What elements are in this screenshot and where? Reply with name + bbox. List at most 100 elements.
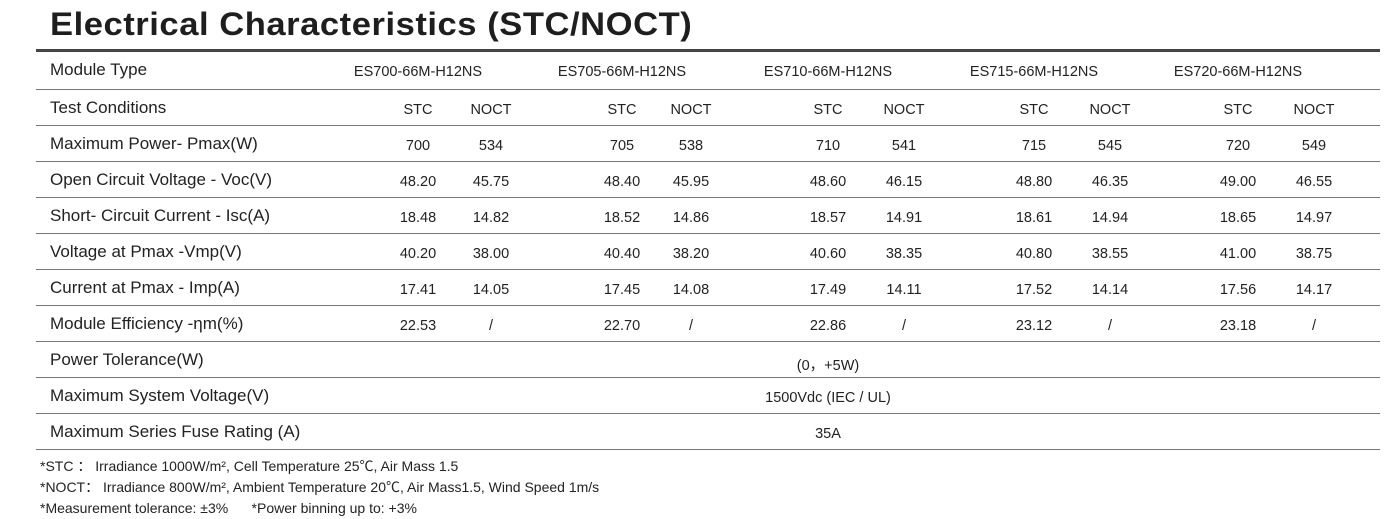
- section-title: Electrical Characteristics (STC/NOCT): [50, 6, 693, 42]
- table-row: Maximum Series Fuse Rating (A) 35A: [36, 414, 1380, 450]
- table-cell: /: [1311, 318, 1317, 334]
- table-cell: /: [1107, 318, 1113, 334]
- table-cell: NOCT: [670, 102, 712, 118]
- row-label: Current at Pmax - Imp(A): [50, 278, 240, 297]
- table-row: Power Tolerance(W) (0，+5W): [36, 342, 1380, 378]
- table-cell: 40.60: [809, 246, 847, 262]
- footnotes: *STC ： Irradiance 1000W/m², Cell Tempera…: [40, 456, 599, 519]
- table-cell: 700: [405, 138, 431, 154]
- table-cell: 541: [891, 138, 917, 154]
- table-cell: 22.86: [809, 318, 847, 334]
- merged-cell: (0，+5W): [796, 358, 860, 374]
- module-model: ES715-66M-H12NS: [969, 64, 1099, 80]
- table-cell: 38.55: [1091, 246, 1129, 262]
- table-cell: 18.61: [1015, 210, 1053, 226]
- table-row: Module Type ES700-66M-H12NS ES705-66M-H12N…: [36, 52, 1380, 90]
- row-label: Maximum Power- Pmax(W): [50, 134, 258, 153]
- table-cell: 48.20: [399, 174, 437, 190]
- table-cell: 549: [1301, 138, 1327, 154]
- footnote: *Measurement tolerance: ±3% *Power binni…: [40, 500, 417, 516]
- table-cell: 38.00: [472, 246, 510, 262]
- table-cell: NOCT: [1293, 102, 1335, 118]
- row-label: Module Type: [50, 60, 148, 79]
- module-model: ES710-66M-H12NS: [763, 64, 893, 80]
- table-cell: 46.35: [1091, 174, 1129, 190]
- table-cell: STC: [607, 102, 637, 118]
- table-cell: 18.48: [399, 210, 437, 226]
- table-cell: 23.18: [1219, 318, 1257, 334]
- table-cell: /: [488, 318, 494, 334]
- table-row: Maximum Power- Pmax(W) 700 534 705 538 710 541…: [36, 126, 1380, 162]
- table-cell: 538: [678, 138, 704, 154]
- table-cell: 40.40: [603, 246, 641, 262]
- table-cell: 14.14: [1091, 282, 1129, 298]
- table-cell: /: [901, 318, 907, 334]
- table-row: Module Efficiency -ηm(%) 22.53 / 22.70 / 22.8…: [36, 306, 1380, 342]
- table-cell: 41.00: [1219, 246, 1257, 262]
- row-label: Short- Circuit Current - Isc(A): [50, 206, 271, 225]
- table-cell: 18.52: [603, 210, 641, 226]
- footnote: *STC ： Irradiance 1000W/m², Cell Tempera…: [40, 458, 459, 474]
- merged-cell: 1500Vdc (IEC / UL): [765, 390, 891, 406]
- table-cell: 715: [1021, 138, 1047, 154]
- table-cell: 14.82: [472, 210, 510, 226]
- table-cell: 38.75: [1295, 246, 1333, 262]
- table-cell: 17.45: [603, 282, 641, 298]
- table-cell: 40.80: [1015, 246, 1053, 262]
- table-cell: STC: [1223, 102, 1253, 118]
- module-model: ES720-66M-H12NS: [1173, 64, 1303, 80]
- table-cell: 720: [1225, 138, 1251, 154]
- row-label: Maximum System Voltage(V): [50, 386, 270, 405]
- table-cell: 48.80: [1015, 174, 1053, 190]
- table-cell: NOCT: [883, 102, 925, 118]
- table-cell: 14.11: [886, 282, 922, 298]
- table-cell: 545: [1097, 138, 1123, 154]
- table-cell: 22.53: [399, 318, 437, 334]
- table-cell: 705: [609, 138, 635, 154]
- table-cell: STC: [1019, 102, 1049, 118]
- table-cell: 18.65: [1219, 210, 1257, 226]
- table-cell: NOCT: [1089, 102, 1131, 118]
- table-cell: 49.00: [1219, 174, 1257, 190]
- table-cell: 45.75: [472, 174, 510, 190]
- table-cell: 710: [815, 138, 841, 154]
- table-cell: 40.20: [399, 246, 437, 262]
- table-cell: 17.56: [1219, 282, 1257, 298]
- table-cell: 48.40: [603, 174, 641, 190]
- row-label: Open Circuit Voltage - Voc(V): [50, 170, 273, 189]
- electrical-characteristics-table: Module Type ES700-66M-H12NS ES705-66M-H12N…: [36, 49, 1380, 450]
- table-row: Voltage at Pmax -Vmp(V) 40.20 38.00 40.40 38…: [36, 234, 1380, 270]
- row-label: Module Efficiency -ηm(%): [50, 314, 244, 333]
- table-row: Short- Circuit Current - Isc(A) 18.48 14.8…: [36, 198, 1380, 234]
- module-model: ES700-66M-H12NS: [353, 64, 483, 80]
- row-label: Maximum Series Fuse Rating (A): [50, 422, 301, 441]
- table-cell: 18.57: [809, 210, 847, 226]
- table-cell: 14.17: [1295, 282, 1333, 298]
- table-cell: 22.70: [603, 318, 641, 334]
- table-cell: 14.08: [672, 282, 710, 298]
- table-cell: 46.55: [1295, 174, 1333, 190]
- table-cell: 38.20: [672, 246, 710, 262]
- merged-cell: 35A: [815, 426, 841, 442]
- table-cell: /: [688, 318, 694, 334]
- footnote: *NOCT： Irradiance 800W/m², Ambient Tempe…: [40, 479, 600, 495]
- table-row: Maximum System Voltage(V) 1500Vdc (IEC / …: [36, 378, 1380, 414]
- table-cell: 17.41: [399, 282, 437, 298]
- table-cell: 14.97: [1295, 210, 1333, 226]
- table-cell: 14.05: [472, 282, 510, 298]
- table-cell: 38.35: [885, 246, 923, 262]
- table-cell: 14.94: [1091, 210, 1129, 226]
- module-model: ES705-66M-H12NS: [557, 64, 687, 80]
- table-cell: 17.52: [1015, 282, 1053, 298]
- table-cell: STC: [403, 102, 433, 118]
- table-cell: 46.15: [885, 174, 923, 190]
- table-cell: NOCT: [470, 102, 512, 118]
- table-row: Open Circuit Voltage - Voc(V) 48.20 45.75 4…: [36, 162, 1380, 198]
- table-cell: 48.60: [809, 174, 847, 190]
- row-label: Power Tolerance(W): [50, 350, 204, 369]
- table-row: Test Conditions STC NOCT STC NOCT STC NOCT STC N…: [36, 90, 1380, 126]
- table-cell: 14.86: [672, 210, 710, 226]
- row-label: Voltage at Pmax -Vmp(V): [50, 242, 242, 261]
- table-cell: STC: [813, 102, 843, 118]
- table-row: Current at Pmax - Imp(A) 17.41 14.05 17.45 1…: [36, 270, 1380, 306]
